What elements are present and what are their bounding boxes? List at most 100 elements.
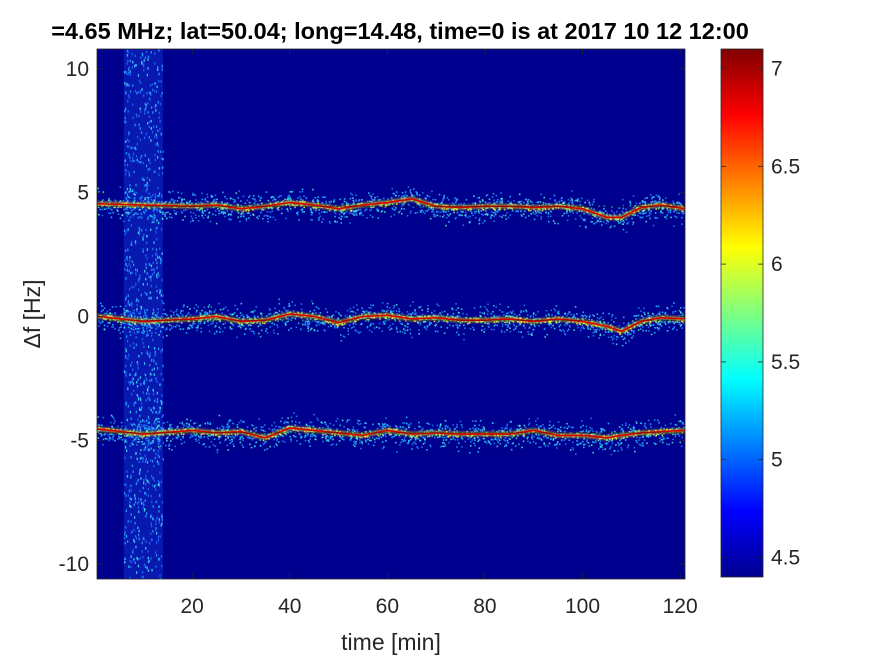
signal-speck (484, 306, 486, 308)
signal-speck (624, 337, 626, 339)
signal-speck (107, 326, 109, 328)
signal-speck (173, 326, 175, 328)
signal-speck (290, 191, 292, 193)
signal-speck (469, 322, 471, 324)
signal-speck (347, 330, 349, 332)
interference-speck (138, 378, 139, 381)
signal-speck (575, 306, 577, 308)
interference-speck (130, 73, 131, 76)
signal-speck (239, 190, 241, 192)
interference-speck (152, 248, 153, 251)
interference-speck (152, 194, 153, 197)
interference-speck (143, 236, 144, 239)
interference-speck (128, 300, 129, 303)
signal-speck (192, 324, 194, 326)
signal-speck (650, 325, 652, 327)
signal-speck (507, 324, 509, 326)
interference-speck (161, 524, 162, 527)
signal-speck (677, 321, 679, 323)
signal-speck (599, 318, 601, 320)
signal-speck (572, 212, 574, 214)
signal-speck (627, 223, 629, 225)
signal-speck (129, 212, 131, 214)
interference-speck (150, 229, 151, 232)
interference-speck (133, 342, 134, 345)
interference-speck (158, 506, 159, 509)
signal-speck (204, 322, 206, 324)
signal-speck (519, 323, 521, 325)
signal-speck (150, 196, 152, 198)
signal-speck (577, 440, 579, 442)
signal-speck (432, 209, 434, 211)
signal-speck (658, 434, 660, 436)
interference-speck (134, 541, 135, 544)
signal-speck (373, 323, 375, 325)
signal-speck (137, 328, 139, 330)
signal-speck (209, 310, 211, 312)
signal-speck (359, 439, 361, 441)
interference-speck (145, 483, 146, 486)
signal-speck (123, 200, 125, 202)
interference-speck (129, 497, 130, 500)
interference-speck (129, 374, 130, 377)
interference-speck (153, 125, 154, 128)
signal-speck (435, 199, 437, 201)
signal-speck (393, 307, 395, 309)
signal-speck (216, 330, 218, 332)
interference-speck (151, 447, 152, 450)
interference-speck (142, 501, 143, 504)
signal-speck (486, 442, 488, 444)
signal-speck (517, 425, 519, 427)
signal-speck (252, 214, 254, 216)
interference-speck (163, 414, 164, 417)
signal-speck (499, 316, 501, 318)
signal-speck (470, 328, 472, 330)
signal-speck (457, 316, 459, 318)
signal-speck (194, 194, 196, 196)
signal-speck (418, 307, 420, 309)
signal-speck (135, 213, 137, 215)
signal-speck (413, 188, 415, 190)
signal-speck (625, 424, 627, 426)
signal-speck (269, 216, 271, 218)
interference-speck (140, 107, 141, 110)
signal-speck (551, 438, 553, 440)
interference-speck (124, 370, 125, 373)
signal-speck (435, 215, 437, 217)
signal-speck (395, 208, 397, 210)
interference-speck (142, 550, 143, 553)
signal-speck (626, 231, 628, 233)
signal-speck (301, 309, 303, 311)
signal-speck (383, 310, 385, 312)
interference-speck (153, 449, 154, 452)
signal-speck (390, 310, 392, 312)
interference-speck (142, 419, 143, 422)
signal-speck (186, 419, 188, 421)
signal-speck (177, 192, 179, 194)
signal-speck (355, 323, 357, 325)
signal-speck (108, 200, 110, 202)
signal-speck (455, 303, 457, 305)
signal-speck (295, 421, 297, 423)
signal-speck (297, 197, 299, 199)
interference-speck (159, 324, 160, 327)
signal-speck (147, 217, 149, 219)
signal-speck (227, 210, 229, 212)
signal-speck (399, 321, 401, 323)
signal-speck (170, 310, 172, 312)
interference-speck (137, 527, 138, 530)
signal-speck (465, 212, 467, 214)
signal-speck (115, 306, 117, 308)
signal-speck (506, 329, 508, 331)
signal-speck (125, 305, 127, 307)
interference-speck (156, 248, 157, 251)
signal-speck (344, 212, 346, 214)
signal-speck (396, 191, 398, 193)
signal-speck (383, 323, 385, 325)
signal-speck (502, 325, 504, 327)
interference-speck (131, 241, 132, 244)
interference-speck (155, 418, 156, 421)
interference-speck (152, 530, 153, 533)
signal-speck (575, 200, 577, 202)
interference-speck (156, 541, 157, 544)
